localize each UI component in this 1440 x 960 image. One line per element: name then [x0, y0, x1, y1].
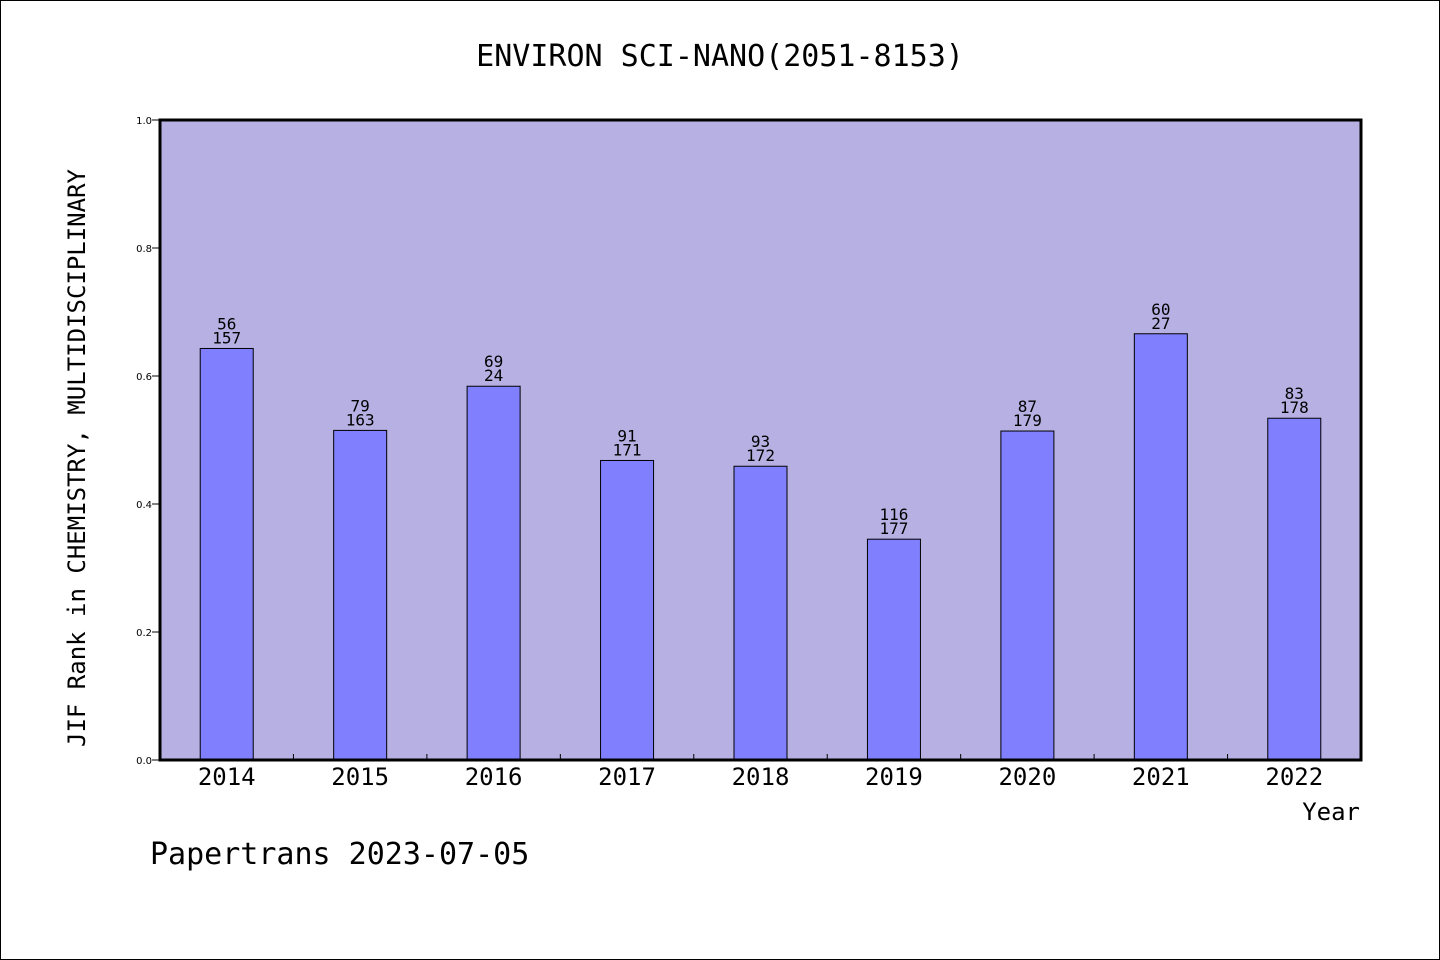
bar-2020 — [1000, 430, 1055, 761]
x-tick-label: 2020 — [998, 763, 1056, 791]
x-tick-label: 2021 — [1132, 763, 1190, 791]
chart-title: ENVIRON SCI-NANO(2051-8153) — [476, 39, 964, 74]
bar-rank-label: 79 — [351, 396, 370, 415]
y-tick-label: 0.0 — [136, 756, 152, 767]
y-axis-label: JIF Rank in CHEMISTRY, MULTIDISCIPLINARY — [63, 168, 91, 747]
x-tick-label: 2022 — [1265, 763, 1323, 791]
bar-rank-label: 87 — [1018, 397, 1037, 416]
x-tick-label: 2016 — [465, 763, 523, 791]
bar-2016 — [466, 385, 521, 761]
bar-total-label: 163 — [346, 410, 375, 429]
bar-rank-label: 60 — [1151, 300, 1170, 319]
footer-text: Papertrans 2023-07-05 — [150, 837, 529, 872]
bar-total-label: 171 — [613, 440, 642, 459]
bar-rank-label: 116 — [879, 505, 908, 524]
x-tick-label: 2015 — [331, 763, 389, 791]
bar-total-label: 179 — [1013, 411, 1042, 430]
x-tick-label: 2014 — [198, 763, 256, 791]
bar-total-label: 157 — [212, 328, 241, 347]
bar-2022 — [1267, 417, 1322, 761]
bar-total-label: 24 — [484, 366, 503, 385]
bar-total-label: 177 — [879, 519, 908, 538]
bar-2019 — [866, 538, 921, 761]
plot-border — [158, 118, 1363, 762]
x-axis: 2014 2015 2016 2017 2018 2019 2020 2021 2022 — [198, 754, 1323, 791]
y-tick-label: 0.2 — [136, 628, 152, 639]
y-tick-label: 1.0 — [136, 116, 152, 127]
bar-2021 — [1133, 333, 1188, 761]
x-tick-label: 2019 — [865, 763, 923, 791]
y-axis: 0.0 0.2 0.4 0.6 0.8 1.0 — [136, 116, 160, 767]
bar-rank-label: 83 — [1285, 384, 1304, 403]
bar-total-label: 178 — [1280, 398, 1309, 417]
y-tick-label: 0.8 — [136, 244, 152, 255]
bar-2014 — [199, 347, 254, 761]
bar-total-label: 172 — [746, 446, 775, 465]
x-axis-label: Year — [1302, 798, 1360, 826]
bar-2015 — [333, 429, 388, 761]
bar-rank-label: 69 — [484, 352, 503, 371]
bar-rank-label: 93 — [751, 432, 770, 451]
bar-2017 — [600, 459, 655, 761]
y-tick-label: 0.6 — [136, 372, 152, 383]
x-tick-label: 2018 — [732, 763, 790, 791]
bar-2018 — [733, 465, 788, 761]
x-tick-label: 2017 — [598, 763, 656, 791]
y-tick-label: 0.4 — [136, 500, 152, 511]
bar-rank-label: 91 — [617, 426, 636, 445]
bar-rank-label: 56 — [217, 314, 236, 333]
bar-total-label: 27 — [1151, 314, 1170, 333]
